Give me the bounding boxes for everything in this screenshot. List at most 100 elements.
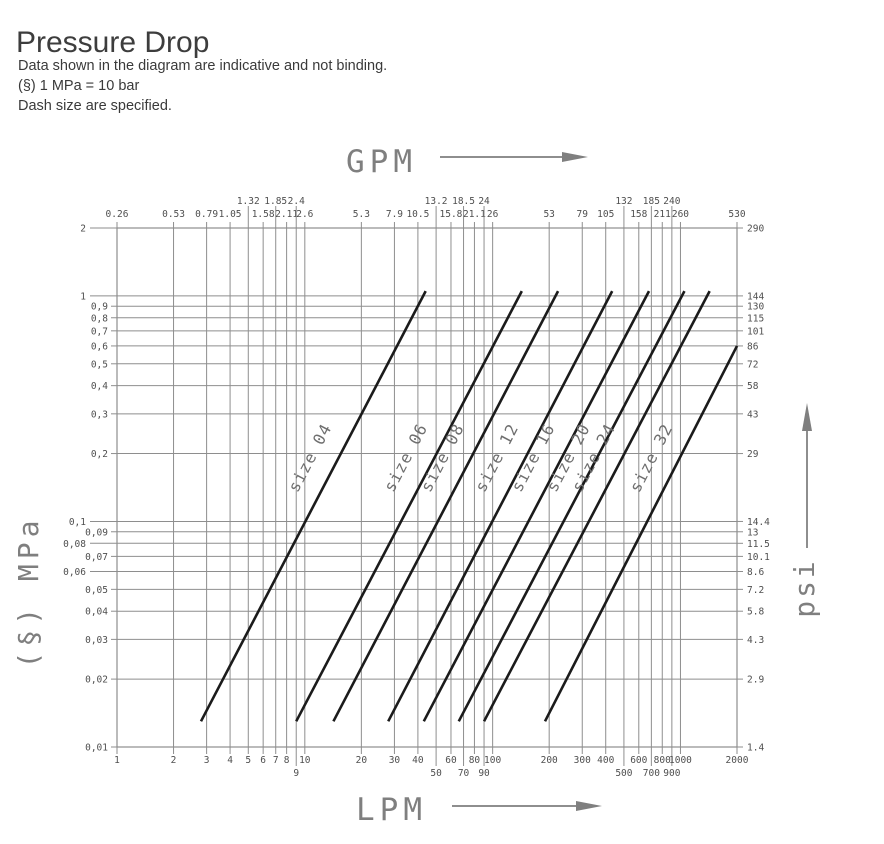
mpa-tick-label: 0,9 — [91, 302, 108, 313]
notes-block: Data shown in the diagram are indicative… — [18, 56, 387, 116]
psi-tick-label: 72 — [747, 359, 758, 370]
psi-tick-label: 144 — [747, 291, 764, 302]
lpm-tick-label: 300 — [574, 755, 591, 766]
lpm-tick-label: 10 — [299, 755, 311, 766]
psi-tick-label: 58 — [747, 381, 759, 392]
lpm-tick-label: 7 — [273, 755, 279, 766]
plot-frame — [116, 227, 738, 748]
gpm-tick-label: 13.2 — [425, 196, 448, 207]
series-line-size-08 — [332, 290, 560, 722]
psi-arrow-head — [802, 403, 812, 431]
gpm-tick-label: 53 — [543, 209, 554, 220]
gpm-tick-label: 2.4 — [288, 196, 305, 207]
gpm-tick-label: 530 — [728, 209, 745, 220]
gpm-tick-label: 105 — [597, 209, 614, 220]
mpa-axis-title: (§) MPa — [12, 515, 45, 668]
series-line-size-32 — [543, 345, 739, 722]
lpm-arrow-head — [576, 801, 602, 811]
lpm-tick-label: 90 — [478, 768, 490, 779]
gpm-tick-label: 1.58 — [252, 209, 275, 220]
psi-tick-label: 101 — [747, 326, 764, 337]
gpm-axis-title: GPM — [346, 144, 417, 180]
gpm-tick-label: 132 — [615, 196, 632, 207]
gpm-tick-label: 1.32 — [237, 196, 260, 207]
lpm-tick-label: 30 — [389, 755, 401, 766]
lpm-tick-label: 500 — [615, 768, 632, 779]
mpa-tick-label: 0,05 — [85, 585, 108, 596]
lpm-tick-label: 900 — [663, 768, 680, 779]
gpm-tick-label: 0.26 — [106, 209, 129, 220]
psi-tick-label: 2.9 — [747, 675, 764, 686]
lpm-tick-label: 4 — [227, 755, 233, 766]
lpm-tick-label: 60 — [445, 755, 457, 766]
psi-tick-label: 11.5 — [747, 539, 770, 550]
psi-tick-label: 14.4 — [747, 517, 770, 528]
lpm-tick-label: 8 — [284, 755, 290, 766]
lpm-tick-label: 2 — [171, 755, 177, 766]
gpm-tick-label: 15.8 — [440, 209, 463, 220]
mpa-tick-label: 0,7 — [91, 326, 108, 337]
mpa-tick-label: 0,02 — [85, 675, 108, 686]
lpm-tick-label: 2000 — [726, 755, 749, 766]
mpa-tick-label: 0,6 — [91, 341, 108, 352]
psi-tick-label: 29 — [747, 449, 759, 460]
gpm-tick-label: 2.6 — [296, 209, 313, 220]
lpm-tick-label: 1 — [114, 755, 120, 766]
lpm-tick-label: 600 — [630, 755, 647, 766]
mpa-tick-label: 2 — [80, 224, 86, 235]
series-label-size-04: size 04 — [284, 420, 335, 495]
note-line-3: Dash size are specified. — [18, 98, 172, 114]
lpm-tick-label: 5 — [245, 755, 251, 766]
lpm-tick-label: 700 — [643, 768, 660, 779]
mpa-tick-label: 0,08 — [63, 539, 86, 550]
lpm-tick-label: 50 — [430, 768, 442, 779]
gpm-tick-label: 26 — [487, 209, 499, 220]
psi-tick-label: 43 — [747, 409, 758, 420]
psi-tick-label: 86 — [747, 341, 759, 352]
gpm-tick-label: 185 — [643, 196, 660, 207]
gpm-tick-label: 260 — [672, 209, 689, 220]
series-line-size-24 — [482, 290, 711, 722]
mpa-tick-label: 0,1 — [69, 517, 86, 528]
gpm-tick-label: 79 — [577, 209, 589, 220]
gpm-tick-label: 7.9 — [386, 209, 403, 220]
psi-tick-label: 1.4 — [747, 743, 764, 754]
gpm-tick-label: 2.11 — [275, 209, 298, 220]
mpa-tick-label: 0,4 — [91, 381, 108, 392]
psi-axis-title: psi — [788, 558, 821, 618]
gpm-tick-label: 158 — [630, 209, 647, 220]
mpa-tick-label: 0,09 — [85, 527, 108, 538]
gpm-tick-label: 0.79 — [195, 209, 218, 220]
psi-tick-label: 10.1 — [747, 552, 770, 563]
psi-tick-label: 4.3 — [747, 635, 764, 646]
note-line-2: (§) 1 MPa = 10 bar — [18, 78, 140, 94]
lpm-tick-label: 1000 — [669, 755, 692, 766]
lpm-tick-label: 3 — [204, 755, 210, 766]
series-line-size-16 — [422, 290, 651, 722]
psi-tick-label: 8.6 — [747, 567, 764, 578]
lpm-axis-title: LPM — [356, 792, 427, 828]
mpa-tick-label: 0,04 — [85, 607, 108, 618]
mpa-tick-label: 0,5 — [91, 359, 108, 370]
lpm-tick-label: 9 — [293, 768, 299, 779]
lpm-tick-label: 800 — [654, 755, 671, 766]
psi-tick-label: 115 — [747, 313, 764, 324]
gpm-tick-label: 21.1 — [463, 209, 486, 220]
lpm-tick-label: 400 — [597, 755, 614, 766]
gpm-tick-label: 1.05 — [219, 209, 242, 220]
psi-tick-label: 130 — [747, 302, 764, 313]
mpa-tick-label: 0,07 — [85, 552, 108, 563]
series-line-size-20 — [457, 290, 686, 722]
psi-tick-label: 13 — [747, 527, 758, 538]
lpm-tick-label: 40 — [412, 755, 424, 766]
lpm-tick-label: 200 — [541, 755, 558, 766]
lpm-tick-label: 20 — [356, 755, 368, 766]
gpm-arrow-head — [562, 152, 588, 162]
mpa-tick-label: 0,03 — [85, 635, 108, 646]
mpa-tick-label: 0,3 — [91, 409, 108, 420]
page-title: Pressure Drop — [16, 26, 210, 60]
lpm-tick-label: 100 — [484, 755, 501, 766]
series-line-size-04 — [199, 290, 427, 722]
gpm-tick-label: 24 — [478, 196, 490, 207]
